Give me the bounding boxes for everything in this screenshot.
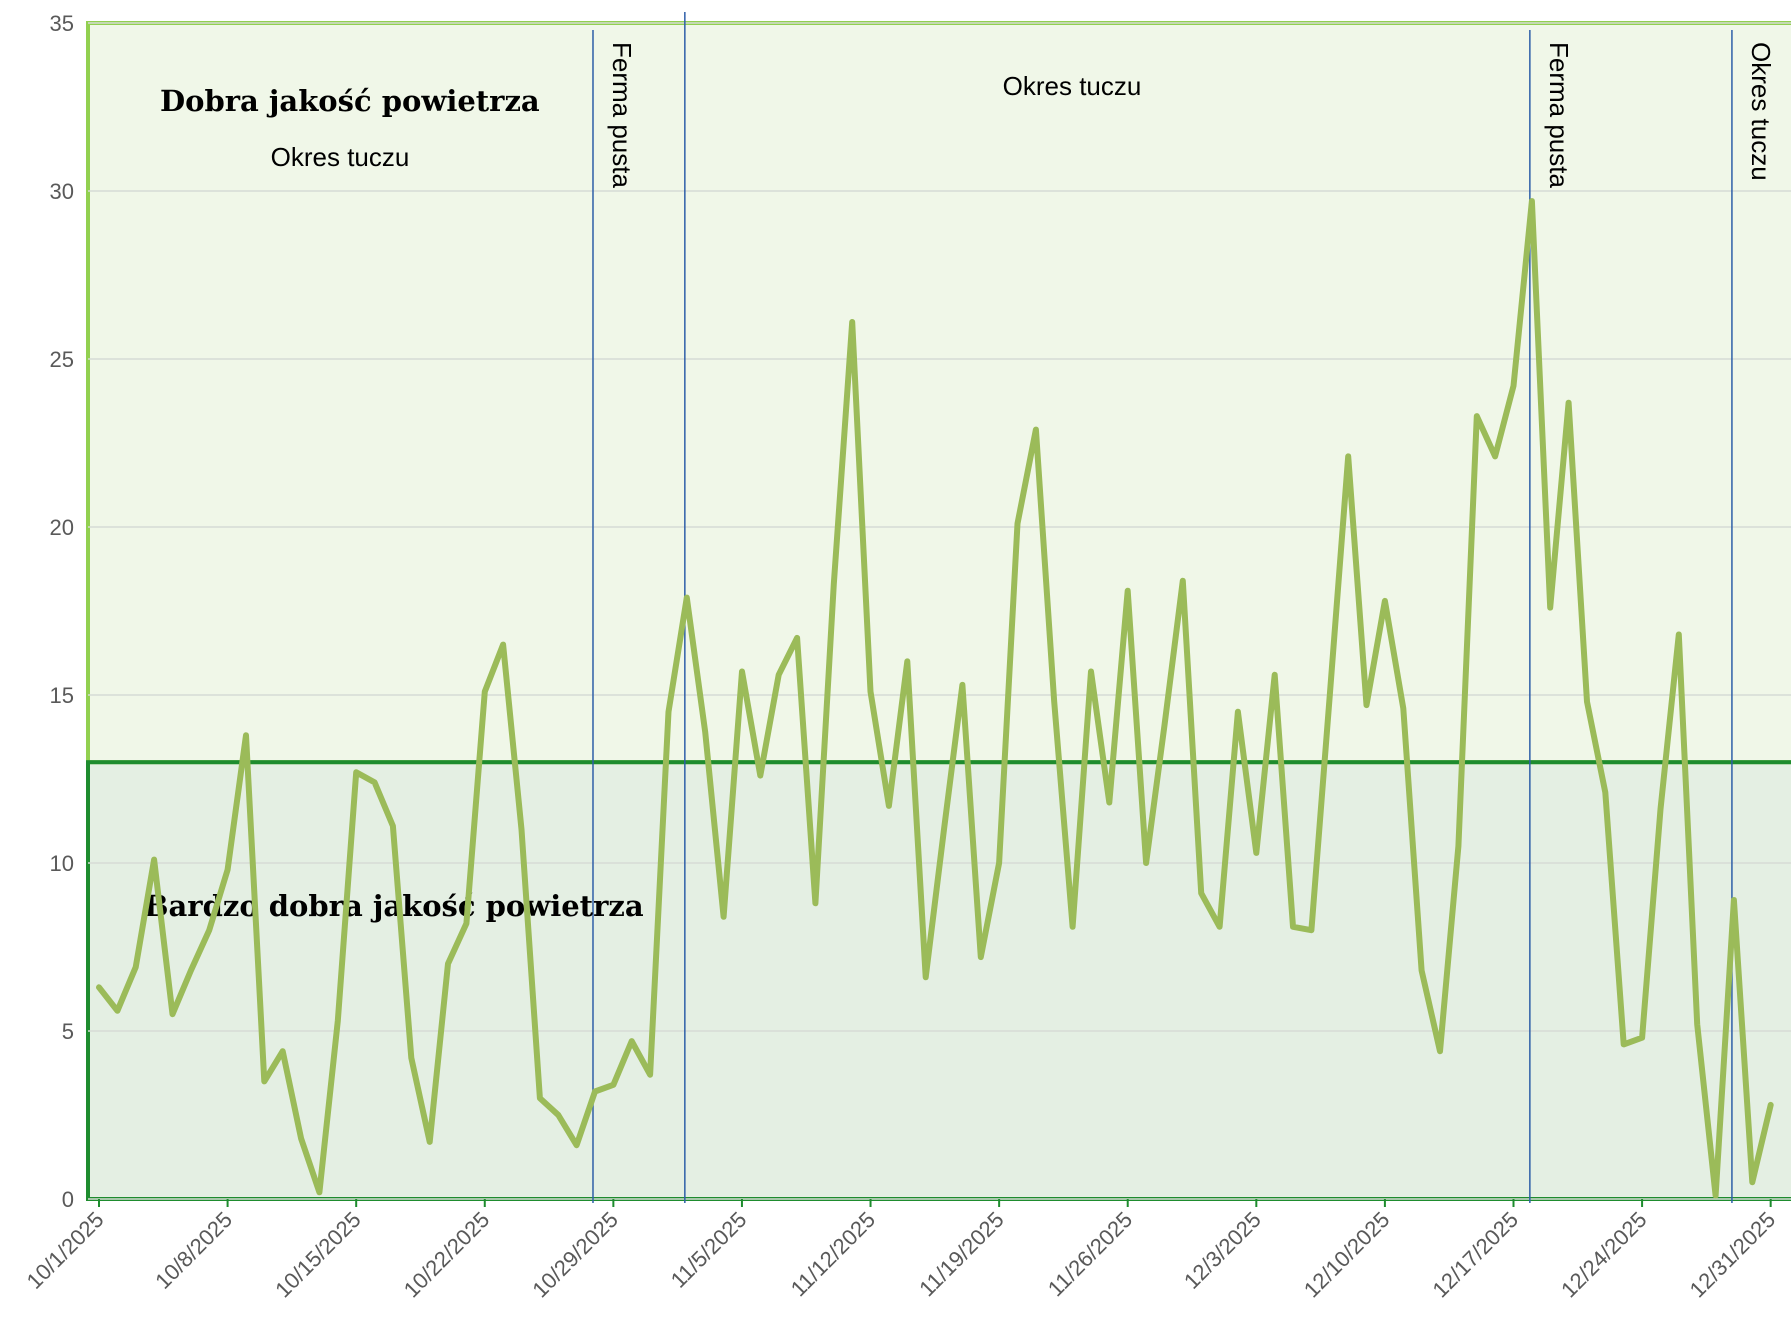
x-tick-label-8: 11/26/2025 bbox=[1043, 1207, 1137, 1301]
y-tick-label-5: 25 bbox=[50, 347, 74, 372]
zone-band-0 bbox=[88, 23, 1791, 763]
x-tick-label-9: 12/3/2025 bbox=[1179, 1207, 1266, 1294]
x-tick-label-5: 11/5/2025 bbox=[666, 1207, 752, 1293]
period-label-3: Ferma pusta bbox=[1544, 42, 1574, 188]
x-tick-label-12: 12/24/2025 bbox=[1556, 1207, 1652, 1303]
gridlines bbox=[88, 22, 1791, 1200]
y-axis-ticks: 0 5 10 15 20 25 30 35 bbox=[50, 11, 74, 1212]
y-tick-label-2: 10 bbox=[50, 851, 74, 876]
zone-labels: Dobra jakość powietrza Bardzo dobra jakoś… bbox=[144, 84, 644, 923]
x-axis-ticks: 10/1/2025 10/8/2025 10/15/2025 10/22/2025 10… bbox=[22, 1199, 1781, 1303]
zone-label-1: Bardzo dobra jakość powietrza bbox=[144, 889, 644, 923]
y-tick-label-0: 0 bbox=[62, 1187, 74, 1212]
zone-band-1 bbox=[88, 762, 1791, 1199]
x-tick-label-11: 12/17/2025 bbox=[1427, 1207, 1523, 1303]
period-labels: Okres tuczu Ferma pusta Okres tuczu Ferma p… bbox=[271, 42, 1776, 188]
period-label-1: Ferma pusta bbox=[607, 42, 637, 188]
x-tick-label-10: 12/10/2025 bbox=[1299, 1207, 1395, 1303]
y-tick-label-6: 30 bbox=[50, 179, 74, 204]
x-tick-label-2: 10/15/2025 bbox=[270, 1207, 366, 1303]
y-tick-label-1: 5 bbox=[62, 1019, 74, 1044]
series-line-0 bbox=[96, 198, 1774, 1199]
y-tick-label-4: 20 bbox=[50, 515, 74, 540]
x-tick-label-13: 12/31/2025 bbox=[1685, 1207, 1781, 1303]
x-tick-label-1: 10/8/2025 bbox=[150, 1207, 237, 1294]
x-tick-label-0: 10/1/2025 bbox=[22, 1207, 109, 1294]
y-tick-label-3: 15 bbox=[50, 683, 74, 708]
zone-label-0: Dobra jakość powietrza bbox=[160, 84, 540, 118]
x-tick-label-3: 10/22/2025 bbox=[399, 1207, 495, 1303]
series-layer bbox=[96, 198, 1774, 1199]
x-tick-label-7: 11/19/2025 bbox=[914, 1207, 1008, 1301]
period-label-2: Okres tuczu bbox=[1003, 71, 1142, 101]
period-label-0: Okres tuczu bbox=[271, 142, 410, 172]
x-tick-label-6: 11/12/2025 bbox=[786, 1207, 880, 1301]
period-label-4: Okres tuczu bbox=[1746, 42, 1776, 181]
x-tick-label-4: 10/29/2025 bbox=[527, 1207, 623, 1303]
zones-layer bbox=[86, 21, 1791, 1201]
y-tick-label-7: 35 bbox=[50, 11, 74, 36]
